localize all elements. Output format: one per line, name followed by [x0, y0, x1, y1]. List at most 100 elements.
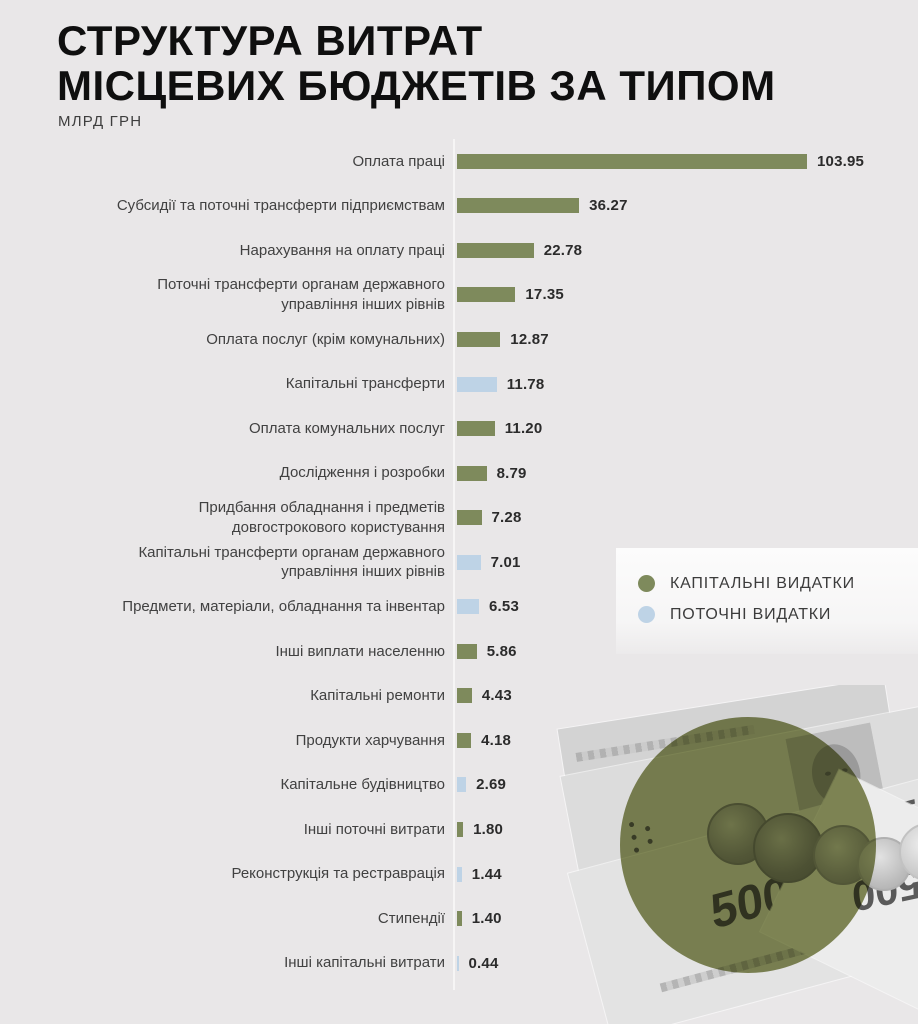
bar-row: Оплата комунальних послуг 11.20 — [0, 406, 918, 451]
category-label: Стипендії — [377, 909, 445, 927]
bar-row: Оплата праці 103.95 — [0, 139, 918, 184]
bar-area: 7.28 — [457, 509, 522, 526]
value-label: 1.40 — [471, 910, 502, 928]
category-label: Інші капітальні витрати — [284, 954, 445, 972]
category-label: Оплата праці — [352, 152, 446, 170]
value-label: 2.69 — [476, 776, 507, 794]
bar-area: 5.86 — [457, 643, 517, 660]
bar-row: Реконструкція та рестраврація 1.44 — [0, 852, 918, 897]
legend-item-label: КАПІТАЛЬНІ ВИДАТКИ — [670, 574, 855, 592]
value-bar — [457, 554, 481, 570]
value-label: 103.95 — [817, 152, 865, 170]
bar-row: Дослідження і розробки 8.79 — [0, 451, 918, 496]
category-label: Інші виплати населенню — [275, 642, 445, 660]
bar-row: Поточні трансферти органам державного уп… — [0, 273, 918, 318]
value-bar — [457, 688, 472, 704]
bar-row: Капітальне будівництво 2.69 — [0, 763, 918, 808]
bar-row: Субсидії та поточні трансферти підприємс… — [0, 184, 918, 229]
bar-row: Інші виплати населенню 5.86 — [0, 629, 918, 674]
value-bar — [457, 777, 467, 793]
axis-baseline — [453, 139, 455, 990]
category-label: Нарахування на оплату праці — [239, 241, 445, 259]
category-label: Оплата послуг (крім комунальних) — [206, 330, 445, 348]
value-bar — [457, 242, 534, 258]
value-label: 1.44 — [471, 865, 502, 883]
value-label: 4.18 — [481, 731, 512, 749]
bar-area: 1.40 — [457, 910, 502, 927]
bar-row: Нарахування на оплату праці 22.78 — [0, 228, 918, 273]
bar-row: Продукти харчування 4.18 — [0, 718, 918, 763]
bar-area: 36.27 — [457, 197, 628, 214]
category-label: Продукти харчування — [295, 731, 445, 749]
category-label: Субсидії та поточні трансферти підприємс… — [116, 197, 445, 215]
bar-area: 17.35 — [457, 286, 564, 303]
bar-row: Стипендії 1.40 — [0, 896, 918, 941]
value-label: 11.20 — [504, 420, 543, 438]
value-bar — [457, 911, 462, 927]
category-label: Оплата комунальних послуг — [248, 419, 445, 437]
bar-row: Інші поточні витрати 1.80 — [0, 807, 918, 852]
category-label: Реконструкція та рестраврація — [231, 865, 445, 883]
value-bar — [457, 376, 497, 392]
bar-row: Капітальні трансферти органам державного… — [0, 540, 918, 585]
value-bar — [457, 331, 501, 347]
bar-chart: Оплата праці 103.95 Субсидії та поточні … — [0, 139, 918, 985]
value-bar — [457, 287, 516, 303]
value-bar — [457, 643, 477, 659]
bar-row: Предмети, матеріали, обладнання та інвен… — [0, 584, 918, 629]
value-label: 8.79 — [496, 464, 527, 482]
bar-area: 8.79 — [457, 465, 527, 482]
value-label: 0.44 — [468, 954, 499, 972]
legend-item-label: ПОТОЧНІ ВИДАТКИ — [670, 605, 832, 623]
page-title: СТРУКТУРА ВИТРАТ МІСЦЕВИХ БЮДЖЕТІВ ЗА ТИ… — [57, 17, 776, 109]
value-bar — [457, 421, 495, 437]
bar-area: 22.78 — [457, 242, 582, 259]
legend-dot — [638, 606, 655, 623]
value-label: 4.43 — [481, 687, 512, 705]
bar-area: 6.53 — [457, 598, 519, 615]
bar-area: 1.44 — [457, 866, 502, 883]
legend-panel: КАПІТАЛЬНІ ВИДАТКИ ПОТОЧНІ ВИДАТКИ — [616, 548, 918, 654]
value-bar — [457, 866, 462, 882]
bar-area: 11.20 — [457, 420, 542, 437]
category-label: Предмети, матеріали, обладнання та інвен… — [122, 597, 445, 615]
category-label: Капітальні трансферти органам державного… — [138, 543, 445, 581]
value-label: 17.35 — [525, 286, 564, 304]
unit-label: МЛРД ГРН — [58, 113, 143, 130]
legend-item: ПОТОЧНІ ВИДАТКИ — [638, 599, 918, 630]
category-label: Дослідження і розробки — [279, 464, 445, 482]
value-bar — [457, 599, 479, 615]
bar-area: 1.80 — [457, 821, 503, 838]
category-label: Інші поточні витрати — [303, 820, 445, 838]
value-label: 6.53 — [489, 598, 519, 616]
value-label: 36.27 — [589, 197, 628, 215]
bar-area: 11.78 — [457, 376, 544, 393]
bar-area: 4.43 — [457, 687, 512, 704]
value-bar — [457, 510, 482, 526]
category-label: Капітальні трансферти — [285, 375, 445, 393]
banknotes-photo: 500 500 500 50 500 — [555, 685, 918, 1024]
bar-area: 103.95 — [457, 153, 864, 170]
bar-row: Капітальні трансферти 11.78 — [0, 362, 918, 407]
value-label: 1.80 — [473, 820, 504, 838]
category-label: Капітальні ремонти — [310, 687, 445, 705]
bar-area: 7.01 — [457, 554, 521, 571]
category-label: Капітальне будівництво — [280, 776, 445, 794]
bar-area: 4.18 — [457, 732, 511, 749]
value-label: 11.78 — [506, 375, 545, 393]
bar-area: 12.87 — [457, 331, 549, 348]
value-bar — [457, 198, 580, 214]
bar-area: 0.44 — [457, 955, 499, 972]
bar-area: 2.69 — [457, 776, 506, 793]
value-label: 22.78 — [543, 241, 583, 259]
value-label: 12.87 — [510, 330, 549, 348]
bar-row: Оплата послуг (крім комунальних) 12.87 — [0, 317, 918, 362]
value-bar — [457, 465, 487, 481]
value-bar — [457, 732, 472, 748]
category-label: Придбання обладнання і предметів довгост… — [198, 499, 445, 536]
bar-row: Капітальні ремонти 4.43 — [0, 674, 918, 719]
value-bar — [457, 955, 459, 971]
category-label: Поточні трансферти органам державного уп… — [157, 276, 445, 313]
value-label: 5.86 — [486, 642, 517, 660]
